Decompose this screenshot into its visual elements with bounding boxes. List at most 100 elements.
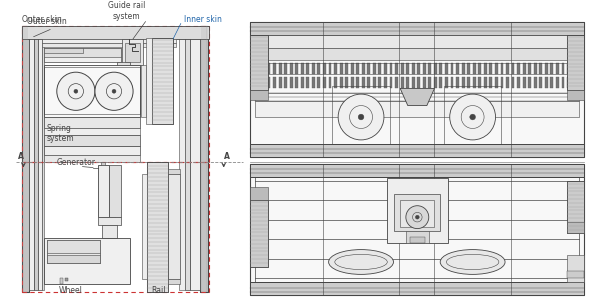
Bar [356,77,359,88]
Bar [47,255,100,263]
Bar [512,63,514,74]
Bar [255,35,580,48]
Bar [22,162,209,291]
Bar [284,77,287,88]
Bar [345,77,348,88]
Bar [373,63,376,74]
Bar [556,77,559,88]
Bar [334,77,337,88]
Bar [567,90,584,100]
Bar [146,38,152,124]
Bar [250,35,268,90]
Bar [434,63,437,74]
Bar [423,77,426,88]
Bar [428,77,431,88]
Bar [428,63,431,74]
Bar [351,77,353,88]
Bar [250,22,584,35]
Bar [451,63,454,74]
Bar [412,77,415,88]
Bar [268,63,271,74]
Bar [307,77,309,88]
Text: A: A [224,152,229,161]
Bar [295,63,298,74]
Bar [312,77,315,88]
Circle shape [338,94,384,140]
Bar [539,77,542,88]
Bar [250,90,268,100]
Bar [517,77,520,88]
Bar [122,39,143,65]
Bar [362,77,365,88]
Bar [65,278,68,281]
Bar [301,77,304,88]
Bar [41,28,44,290]
Bar [387,178,448,243]
Bar [495,77,498,88]
Bar [44,48,121,62]
Bar [478,77,481,88]
Bar [379,77,382,88]
Bar [44,65,140,117]
Bar [38,28,41,290]
Bar [389,77,392,88]
Circle shape [406,206,429,228]
Bar [273,63,276,74]
Bar [22,26,209,162]
Bar [290,63,293,74]
Bar [362,63,365,74]
Bar [478,63,481,74]
Bar [152,38,173,124]
Bar [141,65,146,117]
Bar [500,63,503,74]
Circle shape [358,114,364,120]
Bar [125,43,140,62]
Bar [250,22,584,157]
Text: Guide rail
system: Guide rail system [108,1,145,21]
Bar [567,271,584,278]
Bar [461,63,464,74]
Bar [423,63,426,74]
Bar [367,63,370,74]
Bar [250,282,584,295]
Bar [117,71,130,80]
Bar [400,200,434,227]
Bar [190,28,200,290]
Text: Outer skin: Outer skin [28,17,67,37]
Bar [101,238,117,250]
Circle shape [450,94,496,140]
Bar [44,68,140,114]
Bar [59,278,64,284]
Bar [307,63,309,74]
Bar [534,77,536,88]
Bar [312,63,315,74]
Bar [101,225,117,238]
Bar [329,63,331,74]
Bar [439,77,442,88]
Bar [418,63,420,74]
Bar [317,63,320,74]
Bar [301,63,304,74]
Bar [418,77,420,88]
Bar [340,63,343,74]
Bar [44,48,83,53]
Bar [332,86,389,144]
Bar [539,63,542,74]
Bar [200,26,208,291]
Bar [43,39,176,43]
Bar [323,77,326,88]
Bar [152,38,173,124]
Bar [567,255,584,282]
Bar [523,77,526,88]
Bar [250,164,584,295]
Bar [44,117,140,128]
Text: Wheel: Wheel [59,286,83,295]
Bar [567,181,584,233]
Bar [567,181,584,233]
Bar [408,105,427,109]
Bar [169,279,180,284]
Bar [545,63,548,74]
Bar [534,63,536,74]
Bar [169,169,180,174]
Bar [43,43,176,47]
